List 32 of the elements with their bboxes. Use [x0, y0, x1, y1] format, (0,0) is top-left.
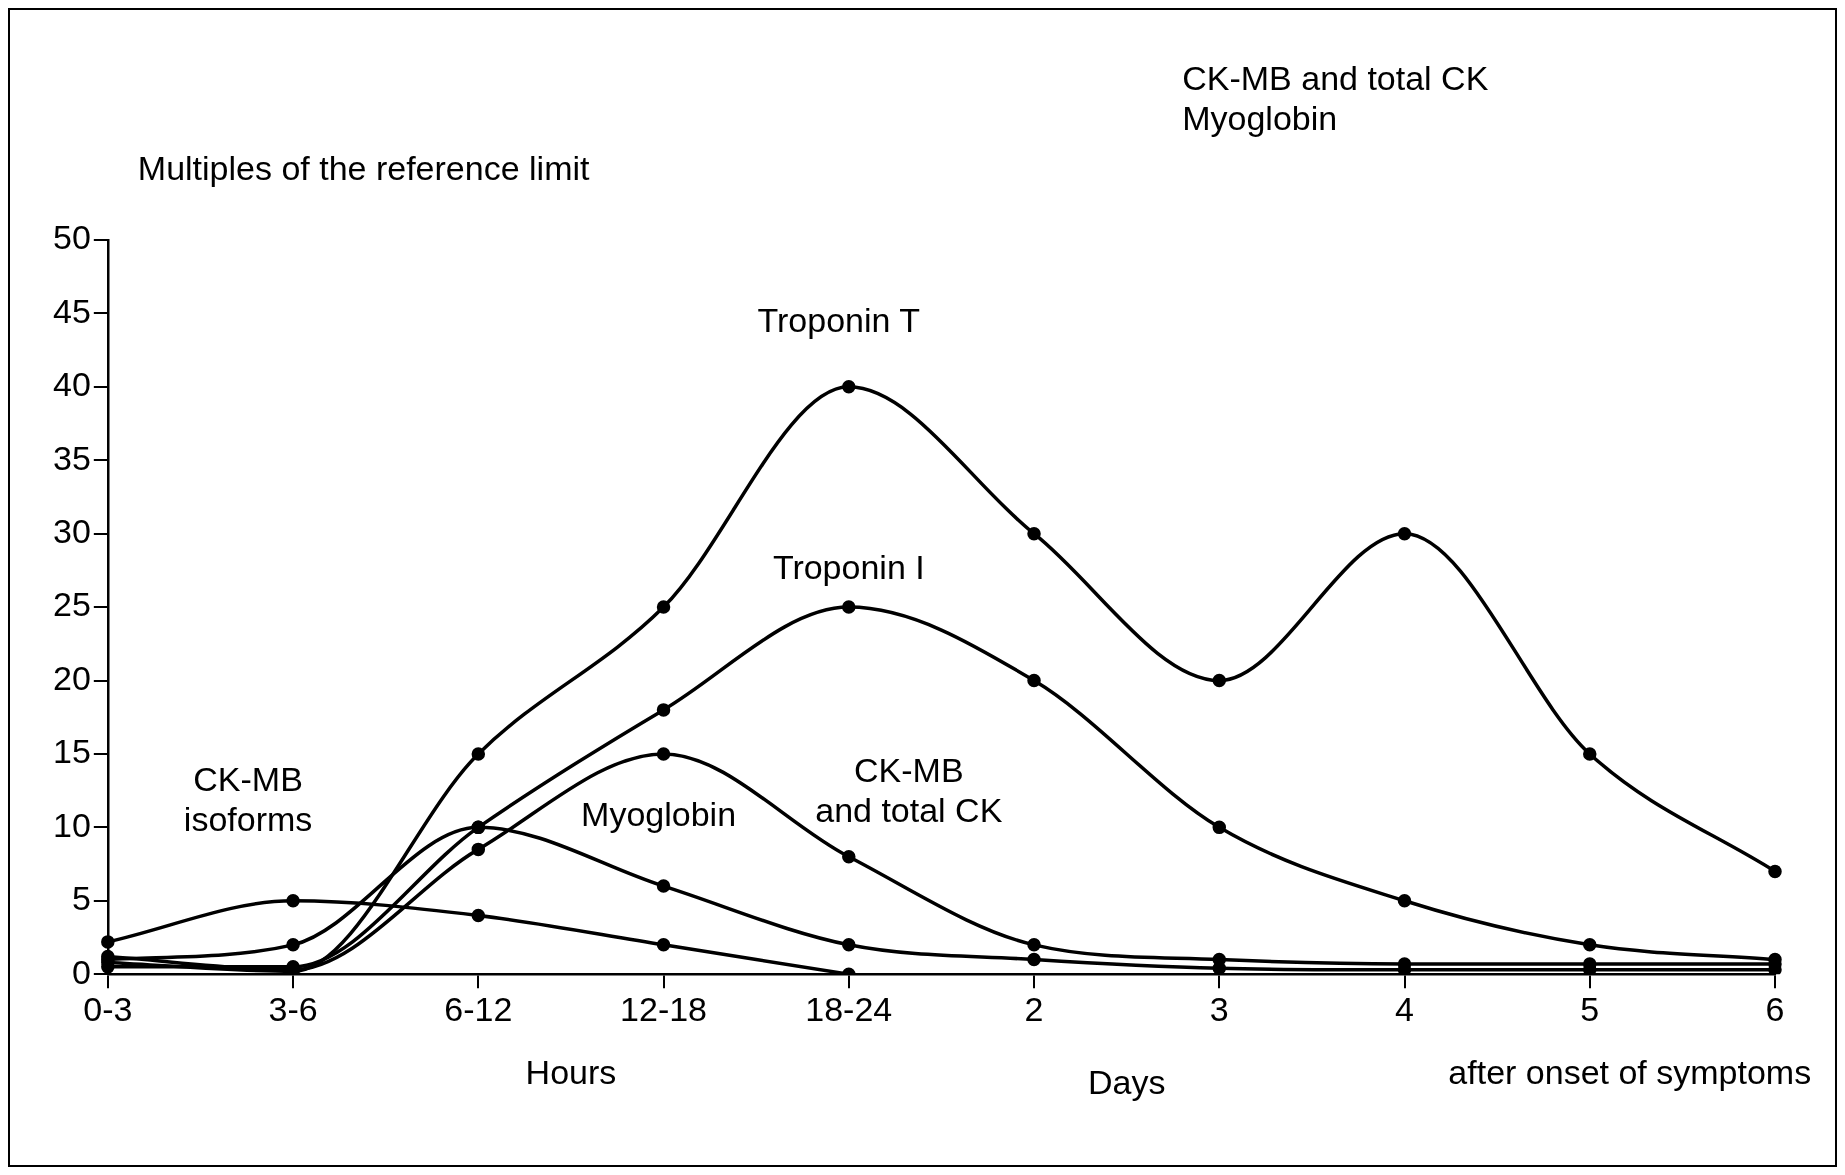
series-label: Troponin I — [772, 548, 925, 587]
y-tick-label: 10 — [52, 805, 91, 844]
y-tick-label: 45 — [52, 291, 91, 330]
y-tick-label: 20 — [52, 658, 91, 697]
series-label: CK-MB and total CK — [815, 750, 1003, 829]
x-tick-label: 3 — [1209, 989, 1229, 1028]
x-tick-label: 0-3 — [83, 989, 133, 1028]
series-label: Troponin T — [757, 300, 921, 339]
y-tick-label: 5 — [71, 879, 91, 918]
x-tick-label: 6-12 — [444, 989, 513, 1028]
x-tick-label: 6 — [1765, 989, 1785, 1028]
x-tick-label: 5 — [1580, 989, 1600, 1028]
x-tick-label: 12-18 — [620, 989, 708, 1028]
text: Myoglobin — [1182, 99, 1338, 137]
series-label: Myoglobin — [581, 795, 737, 834]
series-label: CK-MB isoforms — [183, 759, 313, 838]
y-tick-label: 30 — [52, 512, 91, 551]
y-tick-label: 15 — [52, 732, 91, 771]
y-tick-label: 35 — [52, 438, 91, 477]
x-tick-label: 2 — [1024, 989, 1044, 1028]
x-tick-label: 18-24 — [805, 989, 893, 1028]
x-tick-label: 3-6 — [268, 989, 318, 1028]
text: Days — [1087, 1063, 1166, 1102]
y-tick-label: 0 — [71, 952, 91, 991]
text: CK-MB and total CK — [1182, 59, 1489, 97]
y-tick-label: 25 — [52, 585, 91, 624]
y-tick-label: 40 — [52, 365, 91, 404]
x-axis-title: Hours — [525, 1053, 617, 1092]
y-axis-title: Multiples of the reference limit — [137, 149, 590, 187]
text: after onset of symptoms — [1448, 1053, 1812, 1092]
x-tick-label: 4 — [1395, 989, 1414, 1028]
y-tick-label: 50 — [52, 218, 91, 257]
